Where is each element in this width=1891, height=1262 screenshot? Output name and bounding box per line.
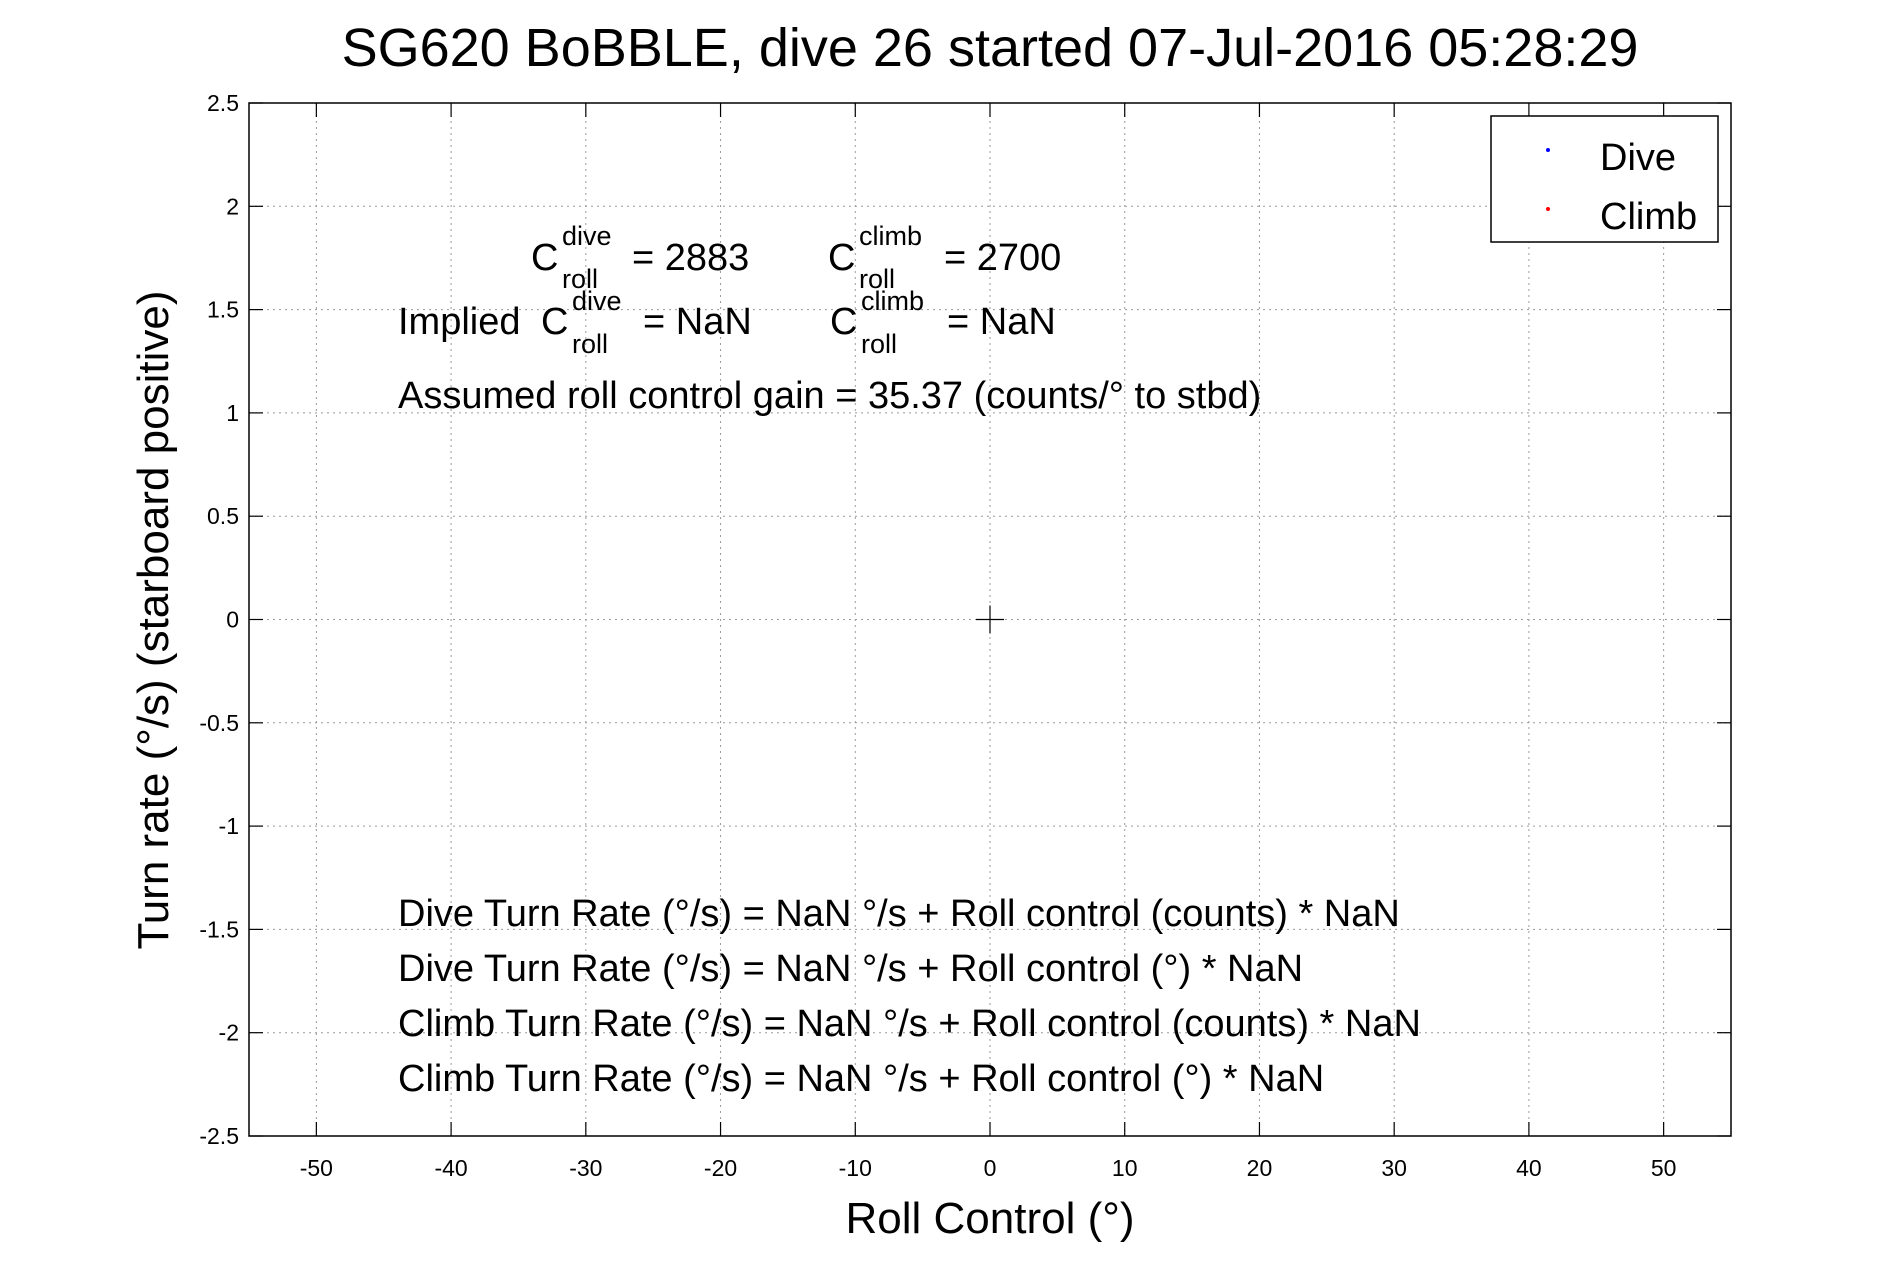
x-tick-label: 50: [1651, 1155, 1677, 1181]
legend-climb-label: Climb: [1600, 196, 1697, 238]
c-roll-dive-symbol: C: [531, 237, 558, 279]
c-roll-dive-sub: roll: [562, 264, 598, 294]
x-axis-label: Roll Control (°): [846, 1194, 1135, 1243]
legend-dive-label: Dive: [1600, 137, 1676, 179]
x-tick-label: -50: [300, 1155, 333, 1181]
c-roll-climb-value: = 2700: [944, 237, 1061, 279]
y-tick-label: 2: [226, 193, 239, 219]
x-tick-labels: -50 -40 -30 -20 -10 0 10 20 30 40 50: [300, 1155, 1677, 1181]
implied-climb-sup: climb: [861, 286, 924, 316]
x-tick-label: -20: [704, 1155, 737, 1181]
legend-box: [1490, 115, 1719, 243]
x-tick-label: -30: [569, 1155, 602, 1181]
implied-dive-sub: roll: [572, 329, 608, 359]
y-tick-label: -1.5: [199, 916, 239, 942]
implied-line: Implied C dive roll = NaN C climb roll =…: [398, 286, 1056, 359]
gain-annotation: Assumed roll control gain = 35.37 (count…: [398, 375, 1261, 417]
chart-title: SG620 BoBBLE, dive 26 started 07-Jul-201…: [342, 18, 1639, 78]
implied-prefix: Implied: [398, 301, 521, 343]
y-tick-label: 1.5: [207, 297, 239, 323]
y-tick-label: -2: [219, 1020, 239, 1046]
data-marks: [976, 605, 1004, 634]
c-roll-climb-sub: roll: [859, 264, 895, 294]
implied-climb-value: = NaN: [947, 301, 1056, 343]
y-tick-label: -1: [219, 813, 239, 839]
c-roll-climb-symbol: C: [828, 237, 855, 279]
implied-climb-sub: roll: [861, 329, 897, 359]
x-tick-label: 10: [1112, 1155, 1138, 1181]
x-tick-label: 30: [1381, 1155, 1407, 1181]
x-tick-label: 0: [984, 1155, 997, 1181]
plot-area: [248, 102, 1732, 1137]
y-tick-label: 1: [226, 400, 239, 426]
implied-climb-symbol: C: [830, 301, 857, 343]
legend-climb-marker: [1546, 207, 1550, 211]
equation-line: Dive Turn Rate (°/s) = NaN °/s + Roll co…: [398, 893, 1400, 935]
x-tick-label: 20: [1247, 1155, 1273, 1181]
c-roll-line: C dive roll = 2883 C climb roll = 2700: [531, 221, 1061, 294]
equations: Dive Turn Rate (°/s) = NaN °/s + Roll co…: [398, 893, 1421, 1100]
implied-dive-sup: dive: [572, 286, 622, 316]
y-tick-label: 0.5: [207, 503, 239, 529]
y-tick-label: 0: [226, 607, 239, 633]
c-roll-dive-sup: dive: [562, 221, 612, 251]
ticks: [249, 102, 1731, 1137]
y-tick-label: -0.5: [199, 710, 239, 736]
c-roll-climb-sup: climb: [859, 221, 922, 251]
equation-line: Climb Turn Rate (°/s) = NaN °/s + Roll c…: [398, 1058, 1324, 1100]
plot-frame: [248, 102, 1732, 1137]
x-tick-label: -10: [839, 1155, 872, 1181]
y-axis-label: Turn rate (°/s) (starboard positive): [129, 290, 178, 949]
x-tick-label: -40: [434, 1155, 467, 1181]
x-tick-label: 40: [1516, 1155, 1542, 1181]
legend: Dive Climb: [1490, 115, 1719, 243]
equation-line: Dive Turn Rate (°/s) = NaN °/s + Roll co…: [398, 948, 1303, 990]
origin-marker: [976, 605, 1004, 634]
c-roll-dive-value: = 2883: [632, 237, 749, 279]
equation-line: Climb Turn Rate (°/s) = NaN °/s + Roll c…: [398, 1003, 1421, 1045]
y-tick-label: 2.5: [207, 90, 239, 116]
legend-dive-marker: [1546, 148, 1550, 152]
y-tick-labels: -2.5 -2 -1.5 -1 -0.5 0 0.5 1 1.5 2 2.5: [199, 90, 239, 1149]
implied-dive-value: = NaN: [643, 301, 752, 343]
implied-dive-symbol: C: [541, 301, 568, 343]
y-tick-label: -2.5: [199, 1123, 239, 1149]
